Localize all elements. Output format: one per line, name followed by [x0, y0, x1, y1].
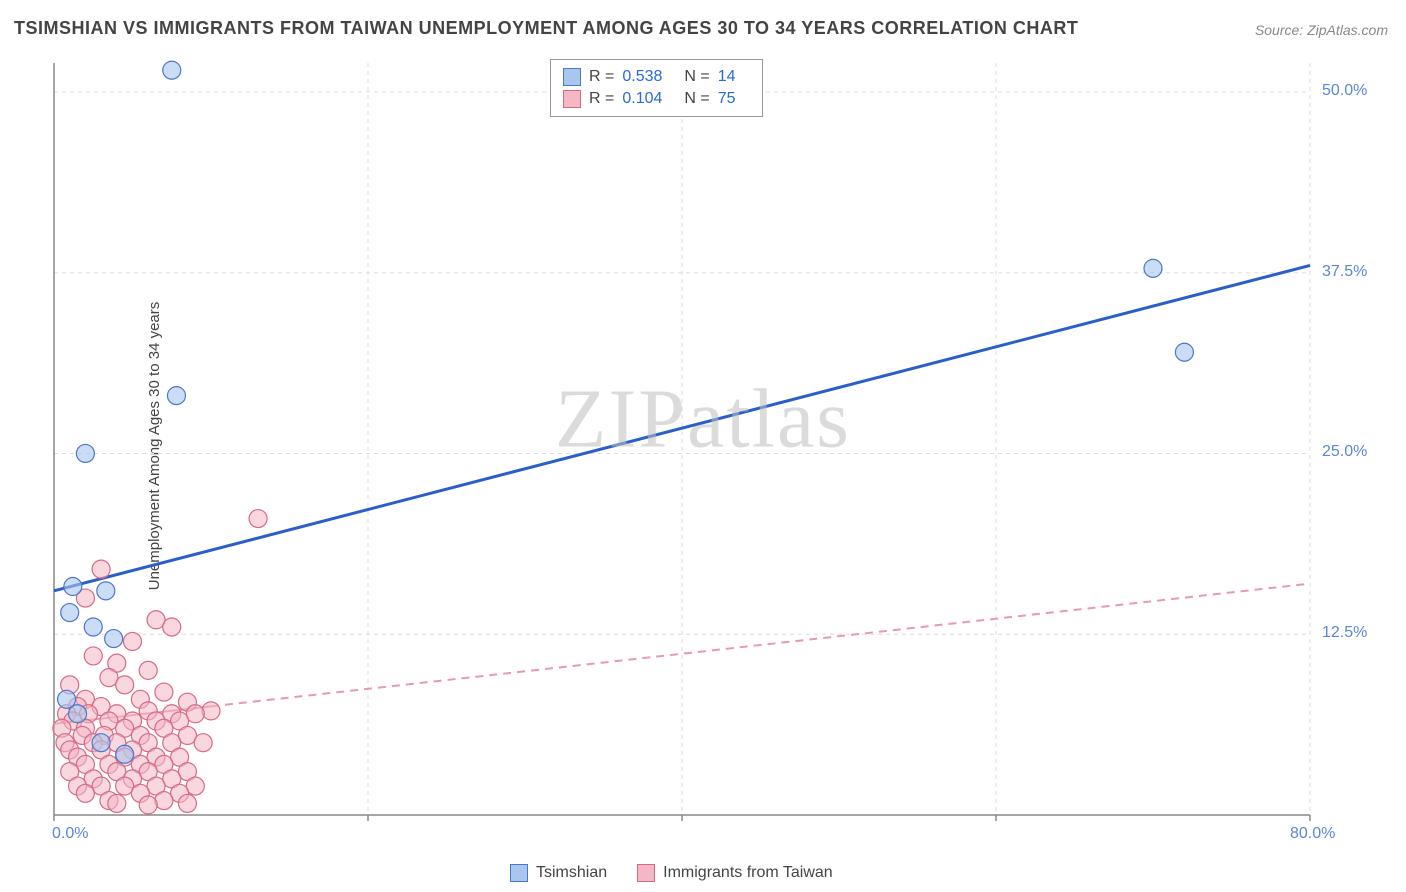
y-tick-label: 50.0%	[1322, 82, 1367, 100]
plot-area	[50, 55, 1390, 845]
source-label: Source:	[1255, 22, 1303, 38]
source-value: ZipAtlas.com	[1307, 22, 1388, 38]
r-value-2: 0.104	[622, 90, 662, 108]
legend-swatch-1	[510, 864, 528, 882]
legend-bottom: Tsimshian Immigrants from Taiwan	[510, 864, 833, 882]
r-label-1: R =	[589, 68, 614, 86]
legend-label-2: Immigrants from Taiwan	[663, 864, 833, 882]
swatch-series-2	[563, 90, 581, 108]
stats-row-2: R = 0.104 N = 75	[563, 88, 750, 110]
legend-label-1: Tsimshian	[536, 864, 607, 882]
n-label-2: N =	[684, 90, 709, 108]
legend-swatch-2	[637, 864, 655, 882]
r-label-2: R =	[589, 90, 614, 108]
chart-svg	[50, 55, 1390, 845]
y-tick-label: 37.5%	[1322, 263, 1367, 281]
chart-root: TSIMSHIAN VS IMMIGRANTS FROM TAIWAN UNEM…	[0, 0, 1406, 892]
x-tick-label: 0.0%	[52, 825, 88, 843]
chart-title: TSIMSHIAN VS IMMIGRANTS FROM TAIWAN UNEM…	[14, 18, 1078, 39]
n-label-1: N =	[684, 68, 709, 86]
swatch-series-1	[563, 68, 581, 86]
source-attribution: Source: ZipAtlas.com	[1255, 22, 1388, 38]
n-value-1: 14	[718, 68, 736, 86]
stats-row-1: R = 0.538 N = 14	[563, 66, 750, 88]
legend-item-1: Tsimshian	[510, 864, 607, 882]
y-tick-label: 25.0%	[1322, 443, 1367, 461]
r-value-1: 0.538	[622, 68, 662, 86]
n-value-2: 75	[718, 90, 736, 108]
stats-legend-box: R = 0.538 N = 14 R = 0.104 N = 75	[550, 59, 763, 117]
y-tick-label: 12.5%	[1322, 624, 1367, 642]
legend-item-2: Immigrants from Taiwan	[637, 864, 833, 882]
x-tick-label: 80.0%	[1290, 825, 1335, 843]
